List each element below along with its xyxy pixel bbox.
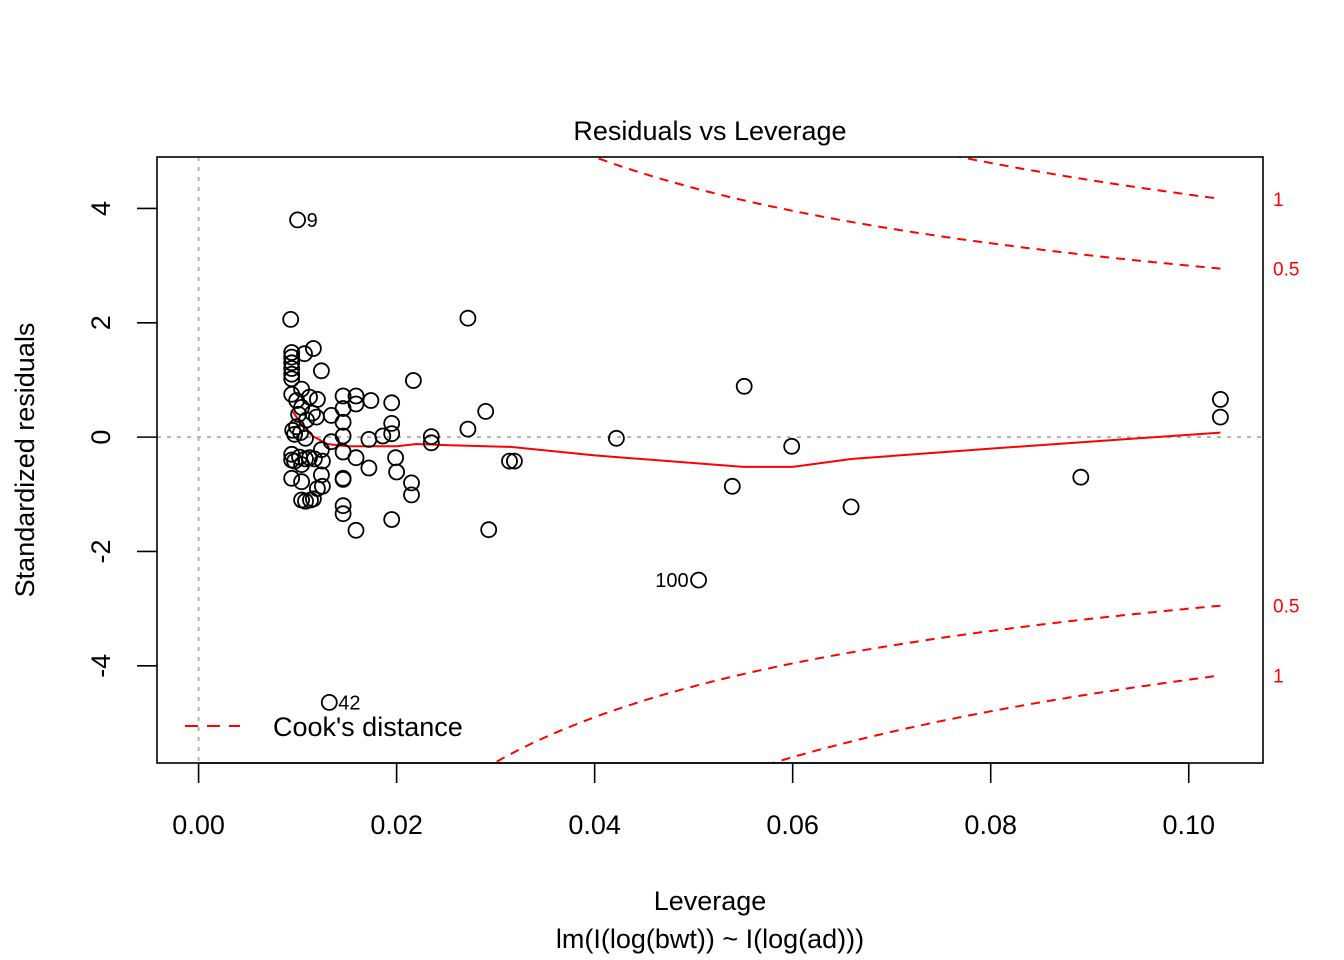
data-point (735, 377, 753, 395)
model-formula-subtitle: lm(I(log(bwt)) ~ I(log(ad))) (556, 924, 864, 954)
data-point (283, 365, 301, 383)
data-point (480, 521, 498, 539)
data-point (383, 425, 401, 443)
data-point (334, 387, 352, 405)
data-point (374, 427, 392, 445)
cooks-label-1-lower: 1 (1273, 666, 1284, 687)
data-point (289, 211, 307, 229)
data-point (608, 429, 625, 447)
data-point (313, 452, 331, 470)
x-tick-label: 0.08 (964, 810, 1017, 840)
point-label-42: 42 (338, 692, 360, 714)
data-point (383, 511, 401, 528)
data-point (308, 480, 326, 498)
data-point (297, 429, 314, 447)
data-point (723, 477, 741, 495)
data-point (1212, 408, 1229, 426)
data-point (459, 420, 477, 438)
cooks-distance-curves (492, 157, 1221, 763)
y-axis-label: Standardized residuals (10, 323, 40, 598)
x-tick-label: 0.02 (370, 810, 423, 840)
y-tick-label: 0 (86, 430, 116, 445)
data-point (282, 310, 300, 328)
data-point (422, 428, 440, 446)
data-point (293, 473, 311, 491)
data-point (388, 463, 406, 481)
cooks-label-0.5-lower: 0.5 (1273, 597, 1299, 618)
smoother-line (291, 410, 1221, 468)
data-point (404, 372, 422, 389)
data-point (283, 469, 301, 487)
data-point (334, 470, 352, 488)
y-tick-label: -2 (86, 539, 116, 563)
y-tick-label: 2 (86, 315, 116, 330)
data-point (1212, 390, 1229, 408)
cooks-curve-1-upper (954, 157, 1221, 200)
x-axis: 0.00 0.02 0.04 0.06 0.08 0.10 (172, 762, 1215, 840)
smoother-line-group (291, 410, 1221, 468)
legend: Cook's distance (185, 712, 463, 742)
cooks-curve-0.5-lower (492, 604, 1221, 763)
data-point (403, 474, 420, 492)
data-point (477, 402, 495, 420)
data-point (360, 430, 378, 448)
data-point (347, 449, 365, 467)
data-point (501, 452, 518, 470)
y-axis: -4 -2 0 2 4 (86, 201, 157, 678)
data-point (304, 340, 322, 357)
data-point (690, 571, 707, 589)
x-tick-label: 0.06 (766, 810, 819, 840)
data-point (283, 348, 301, 366)
point-labels: 9 42 100 (307, 210, 689, 715)
legend-label-cooks-distance: Cook's distance (273, 712, 463, 742)
data-point (347, 387, 365, 405)
data-point (459, 309, 477, 327)
data-point (360, 459, 378, 477)
point-label-9: 9 (307, 210, 318, 232)
y-tick-label: -4 (86, 654, 116, 678)
data-point (842, 498, 860, 516)
x-axis-label: Leverage (654, 886, 767, 916)
plot-frame (156, 156, 1264, 764)
cooks-curve-0.5-upper (591, 157, 1221, 270)
data-point (422, 434, 440, 452)
data-point (362, 392, 380, 409)
chart-title: Residuals vs Leverage (573, 116, 846, 146)
reference-lines (157, 157, 1263, 763)
data-point (334, 497, 352, 515)
x-tick-label: 0.04 (568, 810, 621, 840)
data-point (283, 354, 301, 372)
data-point (307, 408, 325, 426)
data-point (304, 404, 321, 422)
data-point (383, 414, 401, 432)
cooks-curve-1-lower (769, 674, 1221, 763)
data-points (282, 211, 1229, 711)
cooks-label-1-upper: 1 (1273, 190, 1284, 211)
cooks-label-0.5-upper: 0.5 (1273, 260, 1299, 281)
data-point (320, 694, 338, 711)
data-point (301, 388, 318, 406)
data-point (312, 362, 330, 380)
data-point (383, 394, 401, 412)
y-tick-label: 4 (86, 201, 116, 216)
data-point (1072, 468, 1090, 486)
data-point (783, 437, 801, 455)
point-label-100: 100 (655, 570, 688, 592)
data-point (334, 413, 352, 431)
data-point (334, 427, 352, 445)
x-tick-label: 0.00 (172, 810, 225, 840)
data-point (304, 490, 322, 508)
data-point (283, 360, 301, 377)
x-tick-label: 0.10 (1162, 810, 1215, 840)
data-point (387, 449, 405, 467)
data-point (334, 505, 352, 523)
data-point (347, 521, 365, 539)
data-point (296, 345, 313, 363)
data-point (283, 344, 301, 361)
data-point (292, 424, 310, 442)
cooks-distance-labels: 0.5 0.5 1 1 (1273, 190, 1299, 688)
data-point (506, 452, 523, 470)
data-point (403, 486, 420, 504)
